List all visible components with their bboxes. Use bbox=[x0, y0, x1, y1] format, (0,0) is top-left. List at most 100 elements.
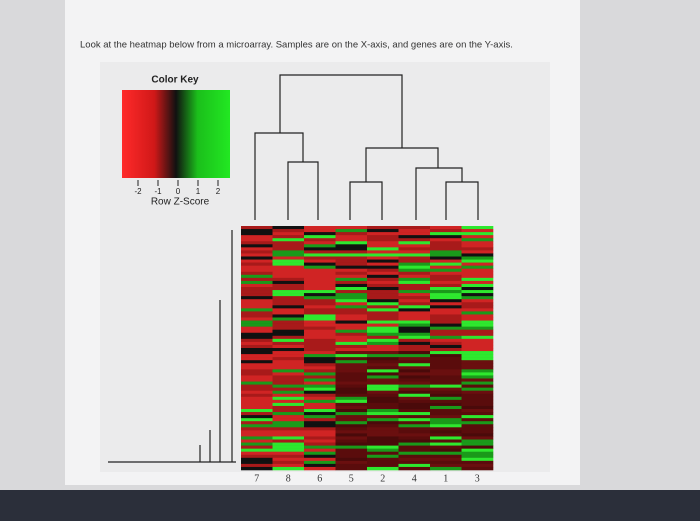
heatmap-cell bbox=[241, 265, 273, 269]
heatmap-cell bbox=[241, 421, 273, 425]
heatmap-cell bbox=[272, 387, 305, 391]
heatmap-cell bbox=[241, 326, 273, 330]
heatmap-cell bbox=[461, 247, 494, 251]
heatmap-cell bbox=[461, 348, 494, 352]
heatmap-cell bbox=[241, 250, 273, 254]
heatmap-cell bbox=[367, 418, 399, 422]
heatmap-cell bbox=[272, 381, 305, 385]
heatmap-cell bbox=[272, 412, 305, 416]
heatmap-cell bbox=[241, 418, 273, 422]
heatmap-cell bbox=[335, 360, 368, 364]
heatmap-cell bbox=[461, 375, 494, 379]
heatmap-cell bbox=[398, 302, 431, 306]
heatmap-cell bbox=[335, 427, 368, 431]
heatmap-cell bbox=[272, 439, 305, 443]
heatmap-cell bbox=[398, 229, 431, 233]
heatmap-cell bbox=[272, 317, 305, 321]
heatmap-cell bbox=[398, 369, 431, 373]
heatmap-cell bbox=[461, 390, 494, 395]
heatmap-cell bbox=[430, 320, 462, 324]
heatmap-cell bbox=[367, 384, 399, 388]
heatmap-cell bbox=[461, 415, 494, 419]
heatmap-cell bbox=[272, 274, 305, 279]
heatmap-cell bbox=[272, 305, 305, 309]
heatmap-cell bbox=[272, 402, 305, 407]
heatmap-cell bbox=[430, 247, 462, 251]
heatmap-cell bbox=[272, 244, 305, 248]
heatmap-cell bbox=[241, 460, 273, 465]
heatmap-cell bbox=[461, 287, 494, 291]
heatmap-cell bbox=[398, 226, 431, 230]
heatmap-cell bbox=[398, 436, 431, 440]
heatmap-cell bbox=[304, 293, 336, 297]
heatmap-cell bbox=[304, 415, 336, 419]
heatmap-cell bbox=[398, 241, 431, 245]
column-label: 3 bbox=[475, 473, 480, 484]
heatmap-cell bbox=[430, 305, 462, 309]
heatmap-cell bbox=[367, 454, 399, 459]
heatmap-cell bbox=[461, 256, 494, 260]
heatmap-cell bbox=[272, 332, 305, 337]
heatmap-cell bbox=[272, 283, 305, 288]
heatmap-cell bbox=[430, 433, 462, 437]
heatmap-cell bbox=[241, 393, 273, 398]
heatmap-cell bbox=[241, 375, 273, 379]
heatmap-cell bbox=[367, 268, 399, 273]
heatmap-cell bbox=[272, 351, 305, 355]
heatmap-cell bbox=[367, 238, 399, 242]
heatmap-cell bbox=[304, 290, 336, 294]
heatmap-cell bbox=[272, 296, 305, 300]
heatmap-cell bbox=[367, 409, 399, 413]
column-dendrogram bbox=[108, 74, 479, 463]
heatmap-cell bbox=[335, 454, 368, 459]
heatmap-cell bbox=[398, 256, 431, 260]
heatmap-cell bbox=[367, 442, 399, 446]
heatmap-cell bbox=[398, 338, 431, 343]
heatmap-cell bbox=[398, 305, 431, 309]
heatmap-cell bbox=[335, 457, 368, 462]
heatmap-cell bbox=[241, 424, 273, 428]
heatmap-cell bbox=[367, 344, 399, 349]
heatmap-cell bbox=[430, 460, 462, 465]
heatmap-cell bbox=[335, 463, 368, 468]
heatmap-cell bbox=[398, 378, 431, 382]
heatmap-cell bbox=[461, 442, 494, 446]
heatmap-cell bbox=[335, 384, 368, 388]
heatmap-cell bbox=[367, 317, 399, 321]
heatmap-cell bbox=[461, 296, 494, 300]
heatmap-cell bbox=[304, 271, 336, 276]
heatmap-cell bbox=[335, 390, 368, 395]
heatmap-cell bbox=[241, 405, 273, 410]
heatmap-cell bbox=[398, 360, 431, 364]
heatmap-cell bbox=[398, 299, 431, 303]
heatmap-cell bbox=[335, 396, 368, 401]
heatmap-cell bbox=[367, 372, 399, 376]
heatmap-cell bbox=[430, 329, 462, 334]
heatmap-cell bbox=[335, 232, 368, 236]
heatmap-cell bbox=[304, 351, 336, 355]
heatmap-cell bbox=[398, 277, 431, 282]
heatmap-cell bbox=[304, 280, 336, 285]
heatmap-cell bbox=[430, 348, 462, 352]
heatmap-cell bbox=[367, 390, 399, 395]
heatmap-cell bbox=[335, 326, 368, 330]
heatmap-cell bbox=[367, 323, 399, 327]
heatmap-cell bbox=[430, 448, 462, 452]
heatmap-cell bbox=[398, 399, 431, 404]
heatmap-cell bbox=[461, 253, 494, 257]
heatmap-cell bbox=[430, 277, 462, 282]
heatmap-cell bbox=[241, 268, 273, 273]
heatmap-cell bbox=[430, 384, 462, 388]
heatmap-cell bbox=[430, 259, 462, 263]
heatmap-cell bbox=[430, 290, 462, 294]
heatmap-cell bbox=[430, 451, 462, 456]
heatmap-cell bbox=[398, 387, 431, 391]
heatmap-cell bbox=[461, 363, 494, 367]
heatmap-cell bbox=[398, 247, 431, 251]
heatmap-cell bbox=[367, 311, 399, 315]
heatmap-cell bbox=[241, 457, 273, 462]
heatmap-cell bbox=[430, 308, 462, 312]
heatmap-cell bbox=[335, 418, 368, 422]
heatmap-cell bbox=[367, 393, 399, 398]
